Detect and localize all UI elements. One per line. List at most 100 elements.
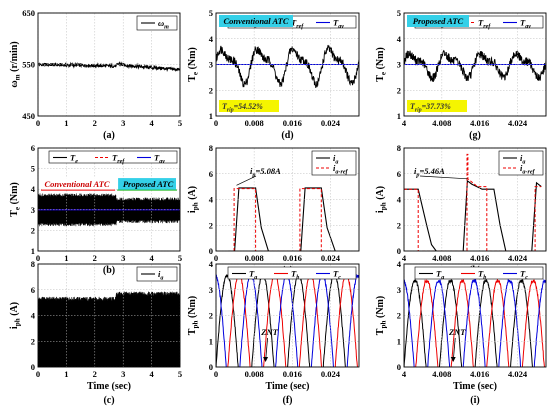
y-axis-label: Te (Nm) xyxy=(375,47,388,82)
panel-caption: (a) xyxy=(103,130,115,141)
x-tick-label: 4.008 xyxy=(432,118,451,128)
legend-entry: ia-ref xyxy=(520,163,536,176)
legend-entry: Tav xyxy=(520,18,531,31)
axes-frame xyxy=(215,263,360,368)
panel-i: 0 1 2 3 4 4 4.008 4.016 4.024 Tph (Nm) Time (sec) (… xyxy=(375,259,547,406)
y-tick-label: 4 xyxy=(31,311,36,321)
y-tick-label: 4 xyxy=(31,184,36,194)
y-axis-label: iph (A) xyxy=(375,186,388,213)
method-badge-label: Conventional ATC xyxy=(223,16,288,26)
legend: Ta Tb Tc xyxy=(414,266,544,282)
x-tick-label: 4.024 xyxy=(508,253,528,263)
y-tick-label: 1 xyxy=(31,246,35,256)
proposed-label: Proposed ATC xyxy=(123,179,174,189)
legend: ia xyxy=(136,266,178,282)
legend-entry: ia xyxy=(333,153,338,166)
series-t-e-line xyxy=(404,49,546,82)
peak-arrow xyxy=(419,175,468,180)
y-tick-label: 1 xyxy=(209,336,213,346)
axes-frame xyxy=(403,263,547,368)
y-tick-label: 3 xyxy=(209,60,213,70)
legend-entry: ia-ref xyxy=(333,163,349,176)
legend-entry: ωm xyxy=(158,18,169,31)
x-tick-label: 2 xyxy=(93,369,97,379)
x-tick-label: 4.008 xyxy=(432,369,451,379)
x-tick-label: 1 xyxy=(64,118,68,128)
x-tick-label: 0.016 xyxy=(283,118,302,128)
plot-area-i xyxy=(404,278,546,367)
y-tick-label: 2 xyxy=(397,220,401,230)
x-tick-label: 4.016 xyxy=(470,369,489,379)
y-tick-label: 0 xyxy=(31,362,35,372)
y-tick-label: 650 xyxy=(22,8,35,18)
y-tick-label: 1 xyxy=(209,111,213,121)
legend-entry: ia xyxy=(158,269,163,282)
y-tick-label: 2 xyxy=(209,85,213,95)
y-tick-label: 6 xyxy=(31,143,35,153)
x-tick-label: 4 xyxy=(402,253,407,263)
y-tick-label: 8 xyxy=(209,143,213,153)
y-axis-label: ωm (r/min) xyxy=(9,41,22,87)
y-axis-label: Tph (Nm) xyxy=(187,296,200,335)
panel-caption: (g) xyxy=(469,130,481,141)
peak-current-label: ip=5.08A xyxy=(250,166,281,179)
peak-current-label: ip=5.46A xyxy=(414,166,445,179)
legend-entry: Ta xyxy=(436,269,444,282)
panel-caption: (f) xyxy=(283,395,293,406)
x-tick-label: 0 xyxy=(36,118,40,128)
y-tick-label: 4 xyxy=(397,259,402,269)
axes-frame xyxy=(37,147,181,252)
x-tick-label: 2 xyxy=(93,253,97,263)
panel-caption: (c) xyxy=(103,395,114,406)
conventional-label: Conventional ATC xyxy=(44,179,109,189)
x-tick-label: 0.016 xyxy=(283,369,302,379)
x-tick-label: 0 xyxy=(214,118,218,128)
plot-area-c xyxy=(38,290,180,367)
panel-caption: (d) xyxy=(281,130,293,141)
y-tick-label: 0 xyxy=(209,246,213,256)
y-tick-label: 2 xyxy=(209,311,213,321)
x-tick-label: 0 xyxy=(214,369,218,379)
znt-arrowhead xyxy=(450,357,456,362)
x-tick-label: 0 xyxy=(214,253,218,263)
x-tick-label: 0.016 xyxy=(283,253,302,263)
legend-entry: Tref xyxy=(478,18,491,31)
legend: ωm xyxy=(136,15,178,31)
ripple-label: Trip=37.73% xyxy=(410,102,451,114)
panel-f: 0 1 2 3 4 0 0.008 0.016 0.024 Tph (Nm) Time (sec) (… xyxy=(187,259,360,406)
plot-area-d xyxy=(216,44,359,89)
panel-c: 0 2 4 6 8 0 1 2 3 4 5 iph (A) Time (sec) (c) ia xyxy=(9,259,182,406)
y-tick-label: 0 xyxy=(209,362,213,372)
legend-entry: Tref xyxy=(291,18,304,31)
y-tick-label: 8 xyxy=(31,259,35,269)
plot-area-f xyxy=(216,273,359,367)
y-axis-label: Te (Nm) xyxy=(9,182,22,217)
znt-arrowhead xyxy=(263,357,269,362)
x-tick-label: 4.008 xyxy=(432,253,451,263)
peak-arrow xyxy=(236,175,257,186)
x-tick-label: 0.024 xyxy=(321,118,341,128)
x-tick-label: 4 xyxy=(149,253,154,263)
y-tick-label: 2 xyxy=(31,225,35,235)
y-tick-label: 3 xyxy=(209,285,213,295)
legend-entry: Tc xyxy=(520,269,528,282)
x-tick-label: 0.008 xyxy=(245,253,264,263)
ripple-badge xyxy=(219,100,279,112)
x-tick-label: 4 xyxy=(149,118,154,128)
legend-entry: Tref xyxy=(112,153,125,166)
y-tick-label: 4 xyxy=(397,34,402,44)
y-axis-label: Tph (Nm) xyxy=(375,296,388,335)
y-tick-label: 2 xyxy=(31,336,35,346)
y-tick-label: 4 xyxy=(397,195,402,205)
x-tick-label: 1 xyxy=(64,369,68,379)
znt-label: ZNT xyxy=(260,327,278,337)
y-tick-label: 450 xyxy=(22,111,35,121)
legend-entry: Tav xyxy=(333,18,344,31)
y-tick-label: 2 xyxy=(397,85,401,95)
y-tick-label: 5 xyxy=(209,8,213,18)
y-tick-label: 0 xyxy=(397,246,401,256)
legend-entry: Tb xyxy=(291,269,299,282)
x-tick-label: 3 xyxy=(121,253,125,263)
